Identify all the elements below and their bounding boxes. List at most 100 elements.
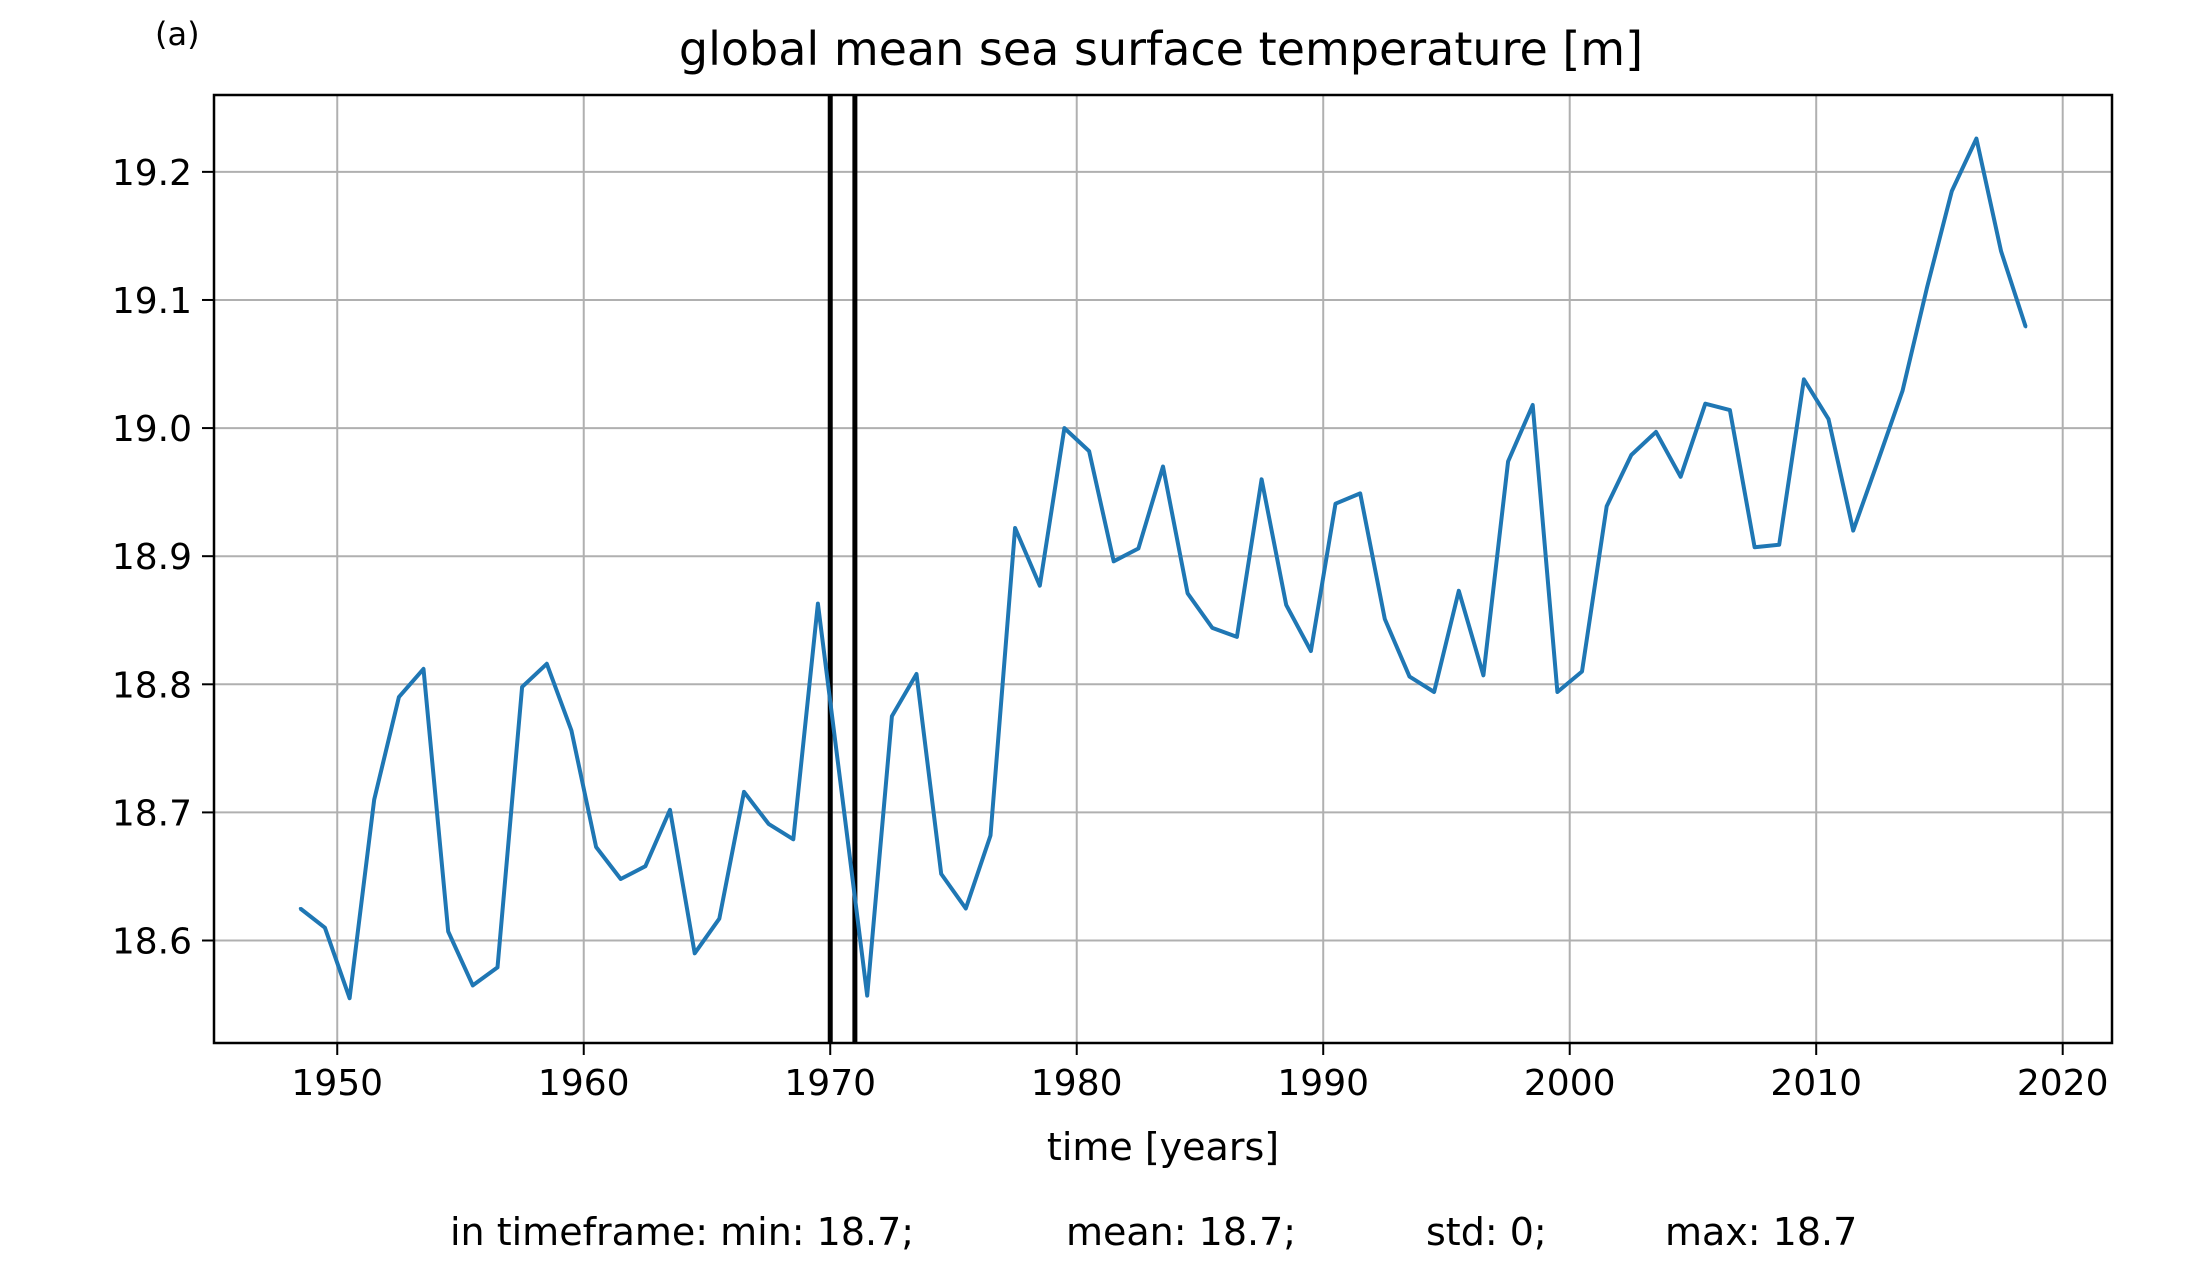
series-line: [299, 136, 2028, 1001]
data-point: [1481, 673, 1485, 677]
data-point: [446, 930, 450, 934]
y-tick-label: 18.6: [112, 922, 192, 963]
data-point: [1555, 690, 1559, 694]
data-point: [841, 798, 845, 802]
x-tick-label: 2020: [2017, 1063, 2109, 1104]
marker-lines: [827, 95, 858, 1043]
data-point: [1186, 591, 1190, 595]
x-tick-label: 1990: [1277, 1063, 1369, 1104]
data-point: [915, 672, 919, 676]
data-point: [594, 845, 598, 849]
data-point: [1777, 543, 1781, 547]
data-point: [668, 808, 672, 812]
x-tick-label: 1980: [1031, 1063, 1123, 1104]
data-point: [1654, 430, 1658, 434]
data-point: [323, 926, 327, 930]
data-point: [1827, 417, 1831, 421]
data-point: [397, 695, 401, 699]
data-point: [742, 790, 746, 794]
data-point: [693, 951, 697, 955]
data-point: [1235, 635, 1239, 639]
stat-min: in timeframe: min: 18.7;: [450, 1210, 914, 1254]
chart-title: global mean sea surface temperature [m]: [679, 22, 1643, 76]
data-point: [1753, 545, 1757, 549]
data-point: [1605, 504, 1609, 508]
data-point: [1457, 589, 1461, 593]
data-point: [1358, 491, 1362, 495]
data-point: [988, 833, 992, 837]
data-point: [1062, 426, 1066, 430]
y-tick-label: 19.2: [112, 153, 192, 194]
data-point: [1432, 690, 1436, 694]
data-point: [1531, 403, 1535, 407]
data-point: [1974, 137, 1978, 141]
data-point: [1407, 675, 1411, 679]
y-tick-label: 18.9: [112, 537, 192, 578]
y-tick-label: 19.0: [112, 409, 192, 450]
grid: [214, 95, 2112, 1043]
data-point: [1580, 669, 1584, 673]
data-point: [348, 996, 352, 1000]
data-point: [619, 877, 623, 881]
data-point: [1383, 617, 1387, 621]
x-tick-label: 2010: [1770, 1063, 1862, 1104]
stat-max: max: 18.7: [1665, 1210, 1857, 1254]
data-point: [471, 983, 475, 987]
stat-std: std: 0;: [1426, 1210, 1547, 1254]
data-point: [2024, 325, 2028, 329]
data-point: [298, 906, 302, 910]
data-point: [1851, 529, 1855, 533]
data-point: [1210, 626, 1214, 630]
data-points: [298, 137, 2028, 1000]
data-point: [1136, 547, 1140, 551]
data-point: [520, 685, 524, 689]
data-point: [1087, 449, 1091, 453]
y-axis-ticks: 18.6 18.7 18.8 18.9 19.0 19.1 19.2: [112, 153, 214, 963]
data-point: [1284, 603, 1288, 607]
data-point: [1260, 477, 1264, 481]
data-point: [1950, 189, 1954, 193]
data-point: [643, 864, 647, 868]
data-point: [1876, 459, 1880, 463]
data-point: [1900, 389, 1904, 393]
data-point: [767, 822, 771, 826]
data-point: [1703, 402, 1707, 406]
data-point: [372, 798, 376, 802]
data-point: [865, 994, 869, 998]
data-point: [1679, 475, 1683, 479]
data-point: [495, 965, 499, 969]
data-point: [816, 602, 820, 606]
data-point: [422, 667, 426, 671]
data-point: [1728, 408, 1732, 412]
x-tick-label: 2000: [1524, 1063, 1616, 1104]
data-point: [1506, 459, 1510, 463]
data-point: [1925, 285, 1929, 289]
y-tick-label: 18.7: [112, 793, 192, 834]
x-tick-label: 1960: [538, 1063, 630, 1104]
x-tick-label: 1950: [291, 1063, 383, 1104]
y-tick-label: 18.8: [112, 665, 192, 706]
x-tick-label: 1970: [784, 1063, 876, 1104]
data-point: [890, 714, 894, 718]
y-tick-label: 19.1: [112, 281, 192, 322]
data-point: [1013, 526, 1017, 530]
data-point: [545, 662, 549, 666]
data-point: [791, 837, 795, 841]
data-point: [569, 728, 573, 732]
data-point: [1629, 453, 1633, 457]
data-point: [1038, 584, 1042, 588]
data-point: [1999, 249, 2003, 253]
x-axis-ticks: 1950 1960 1970 1980 1990 2000 2010 2020: [291, 1043, 2109, 1104]
panel-label: (a): [155, 15, 200, 53]
stats-line: in timeframe: min: 18.7; mean: 18.7; std…: [450, 1210, 1857, 1254]
data-point: [1112, 559, 1116, 563]
data-point: [1309, 649, 1313, 653]
stat-mean: mean: 18.7;: [1066, 1210, 1296, 1254]
data-point: [1802, 377, 1806, 381]
x-axis-label: time [years]: [1047, 1125, 1279, 1169]
data-point: [964, 906, 968, 910]
data-point: [717, 917, 721, 921]
data-point: [1161, 465, 1165, 469]
data-point: [939, 872, 943, 876]
